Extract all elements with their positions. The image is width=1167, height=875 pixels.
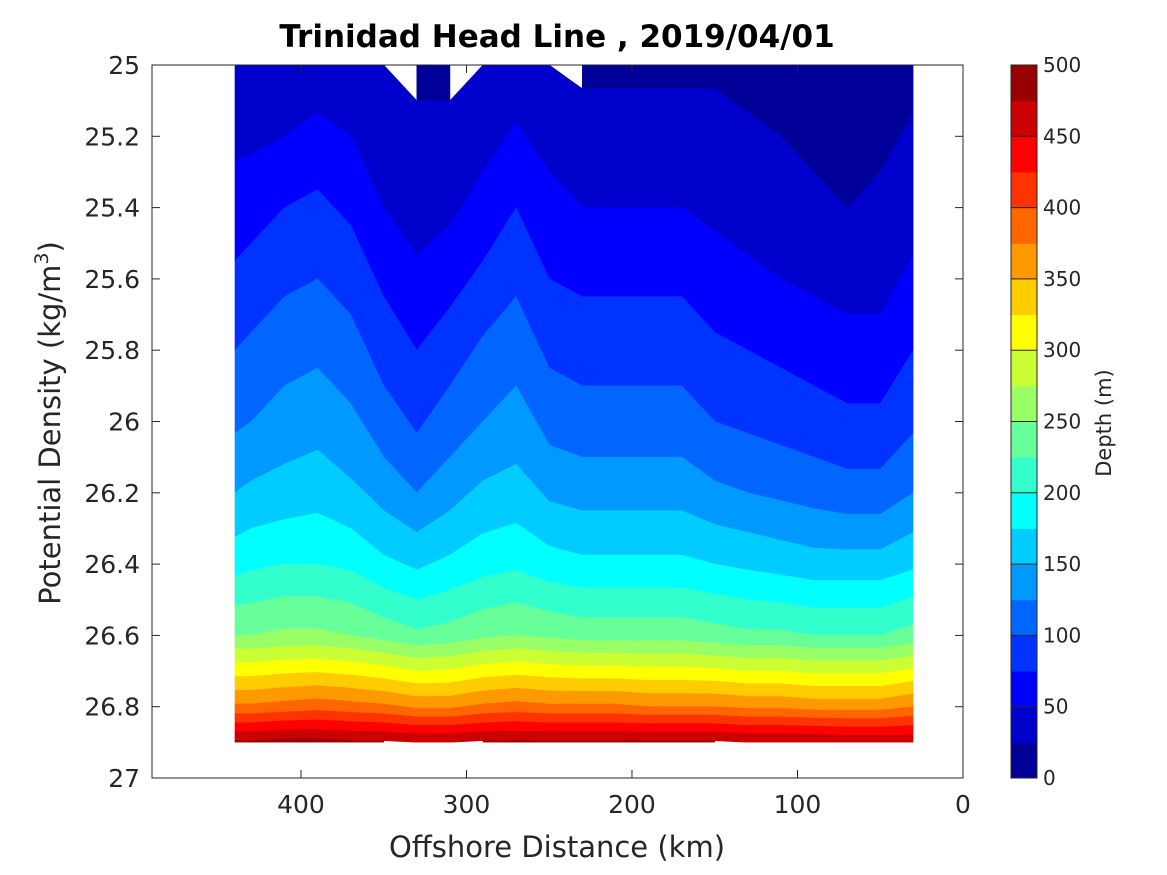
y-tick-label: 25	[108, 51, 140, 80]
plot-area	[234, 65, 914, 743]
colorbar: 0 50 100 150 200 250 300 350 400 450 500	[1010, 53, 1081, 790]
y-axis: 25 25.2 25.4 25.6 25.8 26 26.2 26.4 26.6 26.8 27	[84, 51, 963, 793]
colorbar-tick-label: 0	[1043, 766, 1056, 790]
colorbar-swatch	[1011, 314, 1037, 351]
y-tick-label: 26.6	[84, 621, 140, 650]
colorbar-swatch	[1011, 492, 1037, 529]
colorbar-tick-label: 300	[1043, 338, 1081, 362]
colorbar-swatch	[1011, 564, 1037, 601]
x-tick-label: 100	[774, 790, 822, 819]
contour-band-19	[234, 738, 385, 743]
x-tick-label: 400	[277, 790, 325, 819]
colorbar-tick-label: 350	[1043, 267, 1081, 291]
y-tick-label: 25.8	[84, 336, 140, 365]
colorbar-tick-label: 400	[1043, 196, 1081, 220]
x-tick-label: 200	[608, 790, 656, 819]
y-tick-label: 25.4	[84, 194, 140, 223]
colorbar-tick-label: 200	[1043, 481, 1081, 505]
colorbar-swatch	[1011, 599, 1037, 636]
x-tick-label: 0	[955, 790, 971, 819]
colorbar-swatch	[1011, 457, 1037, 494]
contour-band-18	[234, 728, 914, 743]
y-tick-label: 26	[108, 408, 140, 437]
colorbar-tick-label: 450	[1043, 124, 1081, 148]
colorbar-swatch	[1011, 100, 1037, 137]
y-tick-label: 25.2	[84, 122, 140, 151]
y-tick-label: 27	[108, 764, 140, 793]
y-tick-label: 26.2	[84, 479, 140, 508]
colorbar-swatch	[1011, 671, 1037, 708]
colorbar-swatch	[1011, 207, 1037, 244]
colorbar-swatch	[1011, 421, 1037, 458]
colorbar-swatch	[1011, 243, 1037, 280]
colorbar-tick-label: 100	[1043, 623, 1081, 647]
colorbar-tick-label: 500	[1043, 53, 1081, 77]
y-tick-label: 26.8	[84, 693, 140, 722]
chart-title: Trinidad Head Line , 2019/04/01	[279, 19, 834, 55]
y-axis-label-main: Potential Density (kg/m	[33, 265, 67, 605]
y-axis-label-superscript: 3	[31, 252, 53, 264]
x-axis: 400 300 200 100 0	[277, 65, 971, 819]
colorbar-swatch	[1011, 171, 1037, 209]
colorbar-swatch	[1011, 65, 1037, 102]
x-tick-label: 300	[443, 790, 491, 819]
colorbar-swatch	[1011, 706, 1037, 743]
contour-band-0	[416, 65, 451, 101]
x-axis-label: Offshore Distance (km)	[389, 830, 725, 864]
colorbar-swatch	[1011, 385, 1037, 422]
y-tick-label: 25.6	[84, 265, 140, 294]
depth-contour-bands	[234, 65, 914, 743]
colorbar-tick-label: 250	[1043, 410, 1081, 434]
y-axis-label-close: )	[33, 241, 67, 252]
y-tick-label: 26.4	[84, 550, 140, 579]
colorbar-swatch	[1011, 528, 1037, 565]
colorbar-swatch	[1011, 350, 1037, 387]
colorbar-swatch	[1011, 136, 1037, 173]
colorbar-tick-label: 50	[1043, 695, 1068, 719]
colorbar-label: Depth (m)	[1092, 369, 1116, 476]
colorbar-tick-label: 150	[1043, 552, 1081, 576]
y-axis-label: Potential Density (kg/m3)	[31, 241, 67, 605]
colorbar-swatch	[1011, 278, 1037, 316]
contour-band-19	[482, 740, 716, 743]
colorbar-swatch	[1011, 742, 1037, 779]
colorbar-swatch	[1011, 635, 1037, 672]
